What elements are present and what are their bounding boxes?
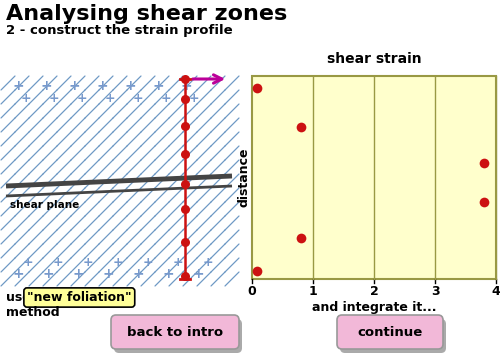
Text: +: + (132, 267, 144, 281)
Text: +: + (160, 92, 172, 105)
Text: +: + (40, 79, 52, 93)
Text: shear plane: shear plane (10, 200, 79, 210)
Text: 4: 4 (492, 285, 500, 298)
Text: use: use (6, 291, 35, 304)
Text: +: + (188, 92, 200, 105)
Text: +: + (72, 267, 84, 281)
Bar (252, 76, 496, 279)
FancyBboxPatch shape (114, 319, 242, 353)
Text: continue: continue (358, 325, 422, 338)
Text: 1: 1 (308, 285, 318, 298)
Text: +: + (202, 256, 213, 268)
Text: 2 - construct the strain profile: 2 - construct the strain profile (6, 24, 232, 37)
FancyBboxPatch shape (337, 315, 443, 349)
Text: +: + (76, 92, 88, 105)
Text: +: + (68, 79, 80, 93)
Text: +: + (104, 92, 116, 105)
Text: +: + (42, 267, 54, 281)
Text: 3: 3 (430, 285, 440, 298)
Text: Analysing shear zones: Analysing shear zones (6, 4, 287, 24)
Text: +: + (112, 256, 124, 268)
Text: +: + (180, 79, 192, 93)
Text: +: + (102, 267, 114, 281)
Text: +: + (142, 256, 154, 268)
Text: +: + (96, 79, 108, 93)
Text: +: + (172, 256, 184, 268)
Text: +: + (132, 92, 143, 105)
Text: +: + (124, 79, 136, 93)
Text: +: + (162, 267, 174, 281)
Text: and integrate it...: and integrate it... (312, 301, 436, 314)
Text: back to intro: back to intro (127, 325, 223, 338)
FancyBboxPatch shape (340, 319, 446, 353)
Text: +: + (22, 256, 34, 268)
Text: +: + (12, 79, 24, 93)
Text: +: + (12, 267, 24, 281)
Text: +: + (48, 92, 60, 105)
Text: +: + (152, 79, 164, 93)
Text: 0: 0 (248, 285, 256, 298)
Text: shear strain: shear strain (326, 52, 422, 66)
Text: +: + (192, 267, 204, 281)
Text: +: + (52, 256, 64, 268)
Text: "new foliation": "new foliation" (27, 291, 132, 304)
FancyBboxPatch shape (111, 315, 239, 349)
Text: method: method (6, 306, 60, 319)
Text: +: + (82, 256, 94, 268)
Text: 2: 2 (370, 285, 378, 298)
Text: +: + (20, 92, 32, 105)
Text: distance: distance (238, 148, 250, 207)
